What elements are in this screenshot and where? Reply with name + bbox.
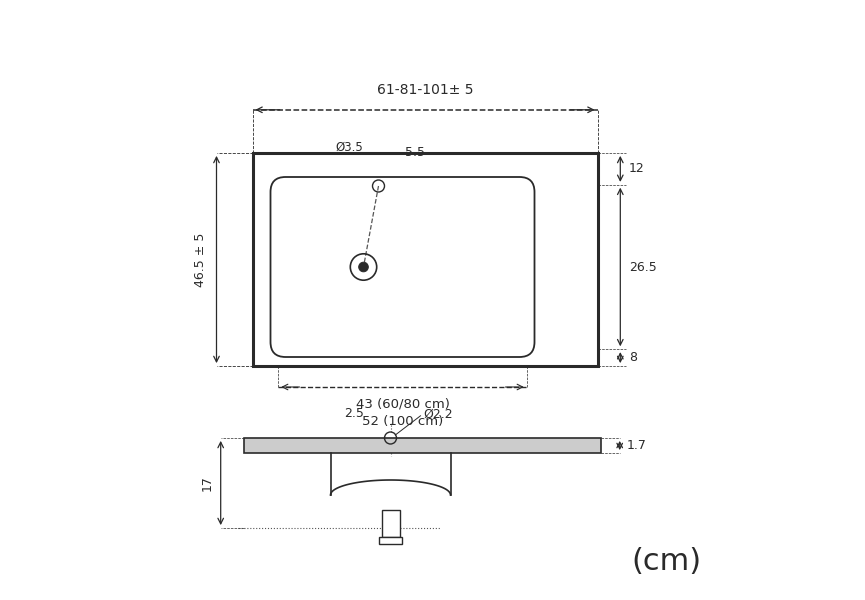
Text: 46.5 ± 5: 46.5 ± 5 bbox=[195, 232, 208, 287]
Text: 12: 12 bbox=[629, 163, 644, 175]
Text: Ø2.2: Ø2.2 bbox=[424, 407, 453, 421]
Bar bbox=[379, 537, 402, 544]
Text: 2.5: 2.5 bbox=[344, 407, 364, 420]
Text: (cm): (cm) bbox=[631, 547, 702, 575]
Bar bbox=[244, 438, 600, 453]
Bar bbox=[253, 153, 598, 366]
FancyBboxPatch shape bbox=[271, 177, 535, 357]
Text: 43 (60/80 cm)
52 (100 cm): 43 (60/80 cm) 52 (100 cm) bbox=[356, 398, 450, 428]
Text: 22: 22 bbox=[340, 211, 356, 223]
Text: 1.7: 1.7 bbox=[627, 439, 647, 452]
Text: 17: 17 bbox=[201, 475, 214, 491]
Bar bbox=[381, 510, 400, 537]
Text: Ø4.5 +2: Ø4.5 +2 bbox=[385, 291, 430, 334]
Text: 8: 8 bbox=[629, 351, 637, 364]
Text: 61-81-101± 5: 61-81-101± 5 bbox=[377, 83, 473, 97]
Text: 5.5: 5.5 bbox=[406, 146, 426, 160]
Text: Ø3.5: Ø3.5 bbox=[336, 140, 363, 154]
Circle shape bbox=[359, 262, 368, 272]
Text: 26.5: 26.5 bbox=[629, 260, 657, 274]
